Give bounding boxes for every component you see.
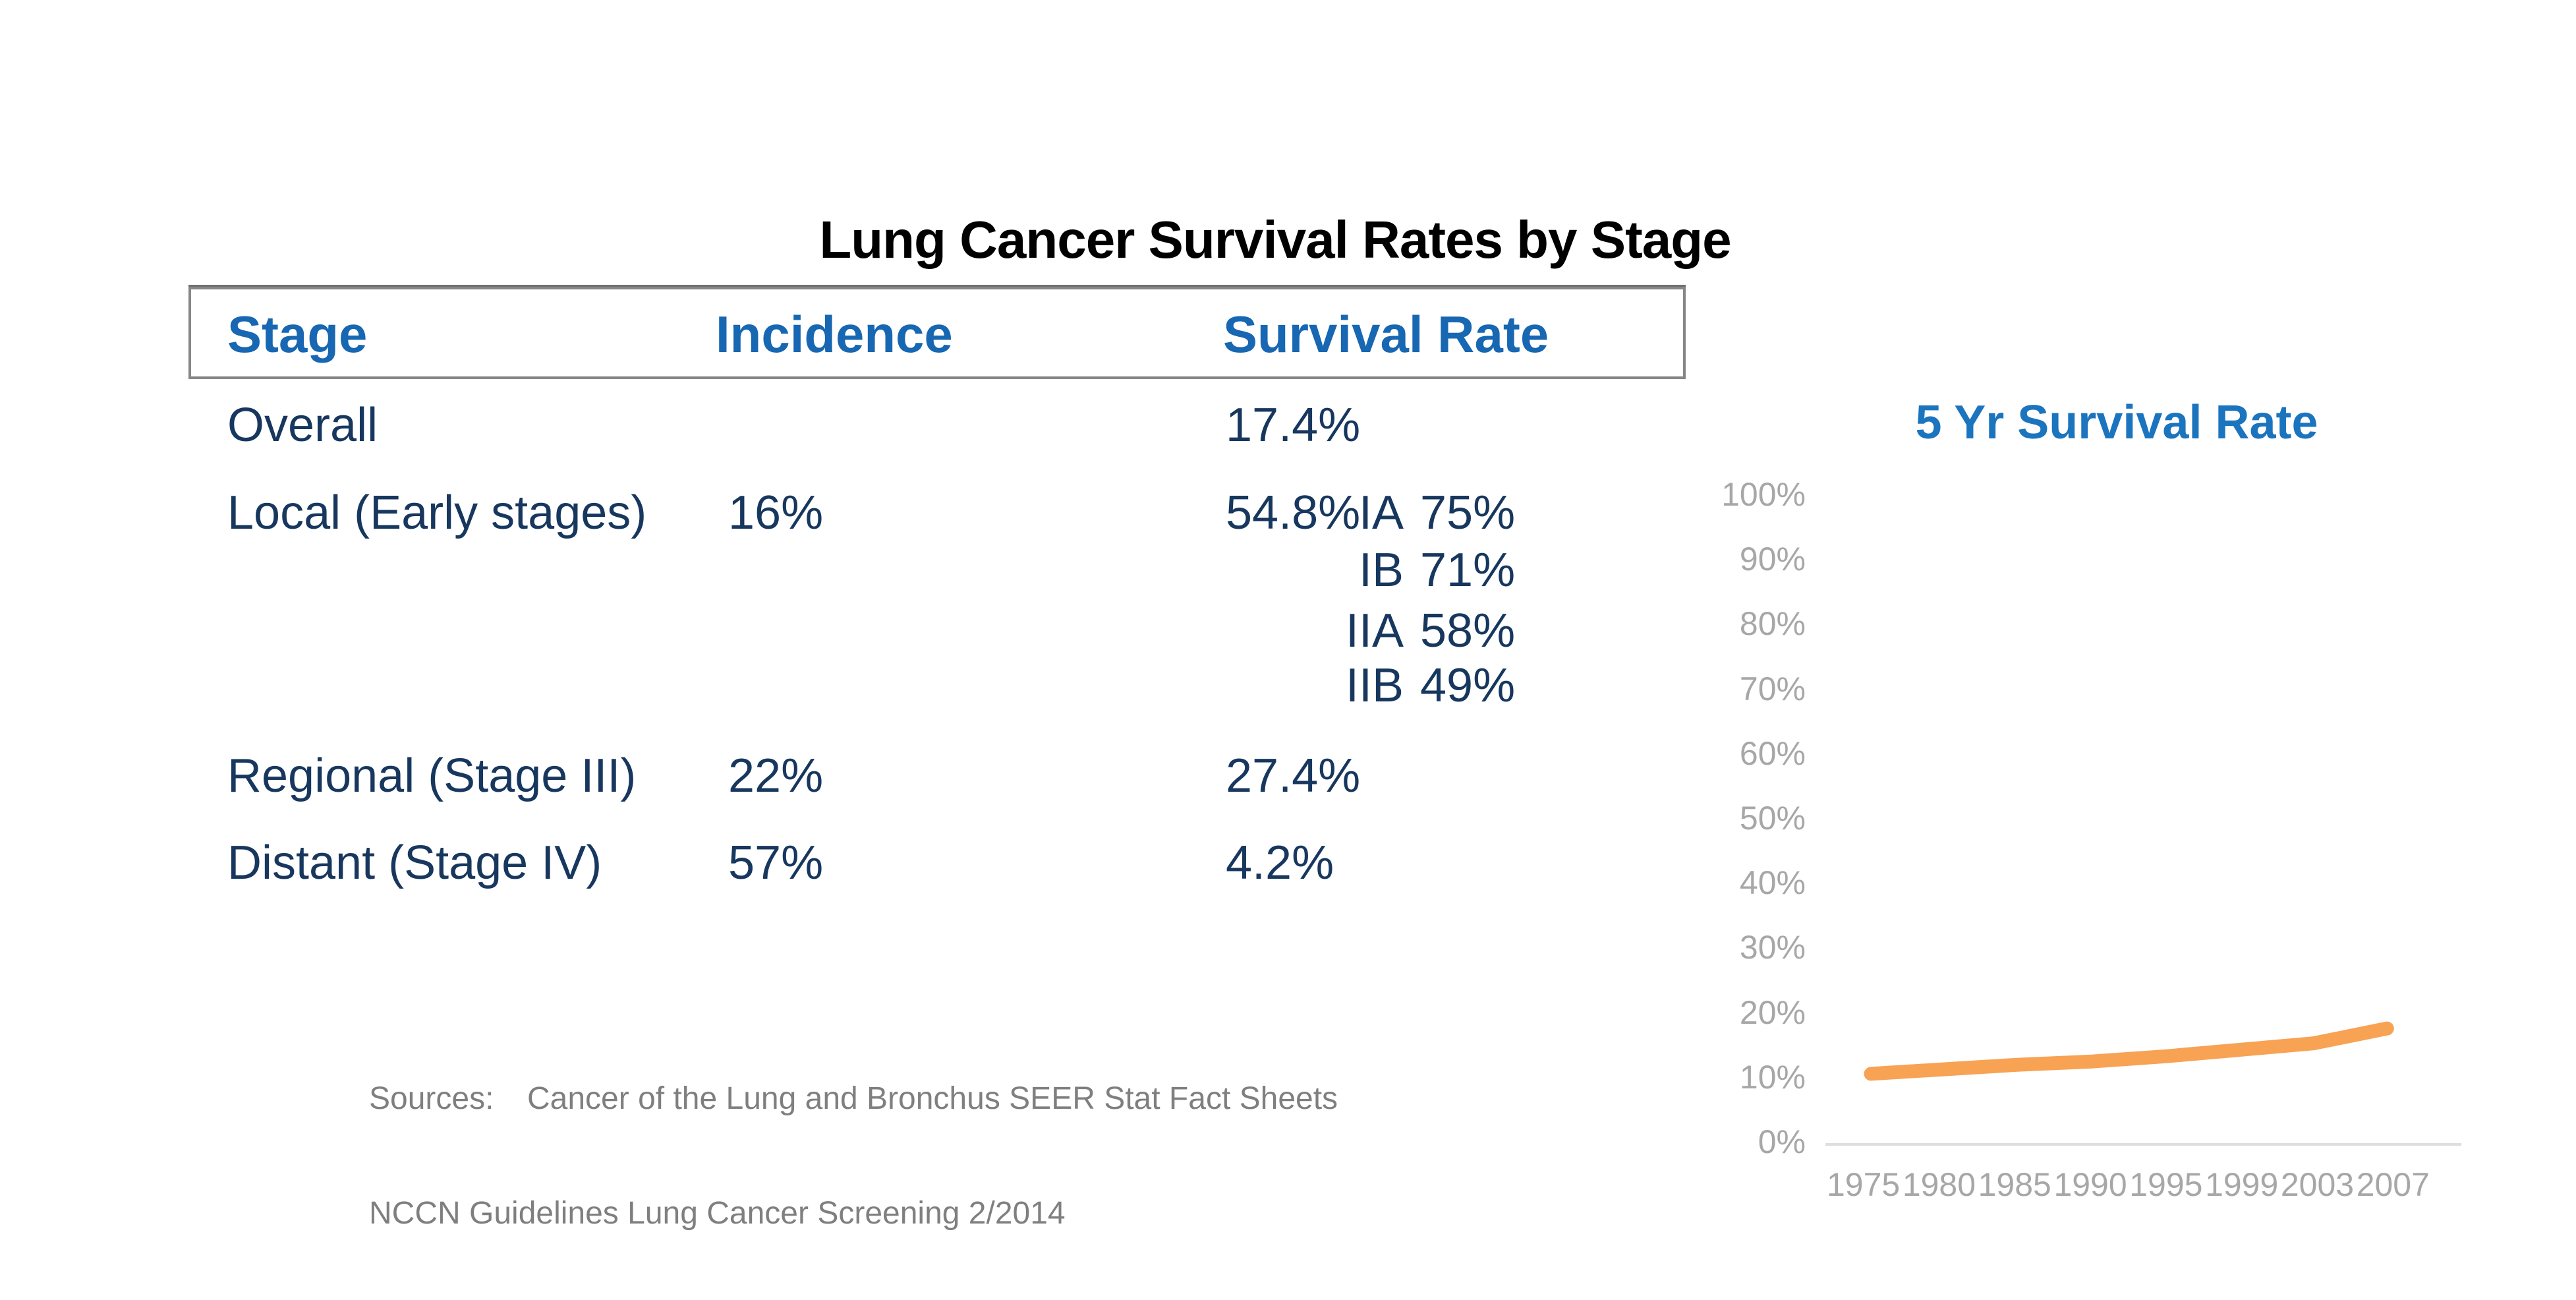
x-axis-tick-label: 1990 — [2053, 1166, 2127, 1203]
x-axis: 1975 1980 1985 1990 1995 1999 2003 2007 — [1827, 1166, 2430, 1204]
table-row-incidence: 57% — [728, 837, 824, 889]
table-row-survival: 17.4% — [1226, 399, 1361, 452]
y-axis-tick-label: 50% — [1739, 800, 1806, 837]
y-axis-tick-label: 100% — [1721, 476, 1806, 513]
substage-label: IA — [1358, 487, 1404, 539]
table-row-stage: Regional (Stage III) — [227, 750, 637, 802]
column-header-survival-rate: Survival Rate — [1223, 305, 1549, 363]
source-line: NCCN Guidelines Lung Cancer Screening 2/… — [369, 1196, 1066, 1231]
y-axis-tick-label: 70% — [1739, 670, 1806, 707]
x-axis-tick-label: 1980 — [1902, 1166, 1976, 1203]
y-axis-tick-label: 30% — [1739, 929, 1806, 966]
substage-label: IIB — [1345, 659, 1404, 712]
table-row-survival: 54.8% — [1226, 487, 1361, 539]
y-axis-tick-label: 10% — [1739, 1058, 1806, 1096]
y-axis-tick-label: 0% — [1758, 1123, 1806, 1160]
table-row-stage: Distant (Stage IV) — [227, 837, 602, 889]
table-row-stage: Local (Early stages) — [227, 487, 647, 539]
substage-value: 49% — [1420, 659, 1516, 712]
page-title: Lung Cancer Survival Rates by Stage — [819, 210, 1731, 269]
y-axis-tick-label: 20% — [1739, 993, 1806, 1031]
x-axis-tick-label: 1999 — [2205, 1166, 2279, 1203]
x-axis-tick-label: 1985 — [1978, 1166, 2051, 1203]
sources-label: Sources: — [369, 1081, 494, 1116]
column-header-incidence: Incidence — [716, 305, 953, 363]
x-axis-line — [1825, 1143, 2461, 1146]
y-axis-tick-label: 90% — [1739, 541, 1806, 578]
substage-value: 71% — [1420, 544, 1516, 597]
substage-value: 58% — [1420, 605, 1516, 657]
table-row-incidence: 16% — [728, 487, 824, 539]
survival-trend-line — [1864, 1021, 2394, 1081]
table-row-incidence: 22% — [728, 750, 824, 802]
y-axis-tick-label: 60% — [1739, 734, 1806, 772]
column-header-stage: Stage — [227, 305, 368, 363]
chart-title: 5 Yr Survival Rate — [1915, 396, 2318, 449]
y-axis-tick-label: 80% — [1739, 605, 1806, 643]
x-axis-tick-label: 2007 — [2356, 1166, 2430, 1203]
substage-label: IIA — [1345, 605, 1404, 657]
substage-label: IB — [1358, 544, 1404, 597]
table-header-box — [188, 287, 1686, 379]
substage-value: 75% — [1420, 487, 1516, 539]
x-axis-tick-label: 2003 — [2280, 1166, 2355, 1203]
y-axis-tick-label: 40% — [1739, 864, 1806, 902]
table-row-survival: 27.4% — [1226, 750, 1361, 802]
table-row-survival: 4.2% — [1226, 837, 1334, 889]
source-line: Cancer of the Lung and Bronchus SEER Sta… — [527, 1081, 1338, 1116]
table-row-stage: Overall — [227, 399, 378, 452]
trend-line-plot — [1864, 1021, 2394, 1081]
sources-block: Sources: Cancer of the Lung and Bronchus … — [369, 1003, 1338, 1300]
x-axis-tick-label: 1995 — [2129, 1166, 2203, 1203]
x-axis-tick-label: 1975 — [1827, 1166, 1901, 1203]
survival-trend-chart: 5 Yr Survival Rate 100% 90% 80% 70% 60% 50% 40… — [1687, 369, 2511, 1266]
